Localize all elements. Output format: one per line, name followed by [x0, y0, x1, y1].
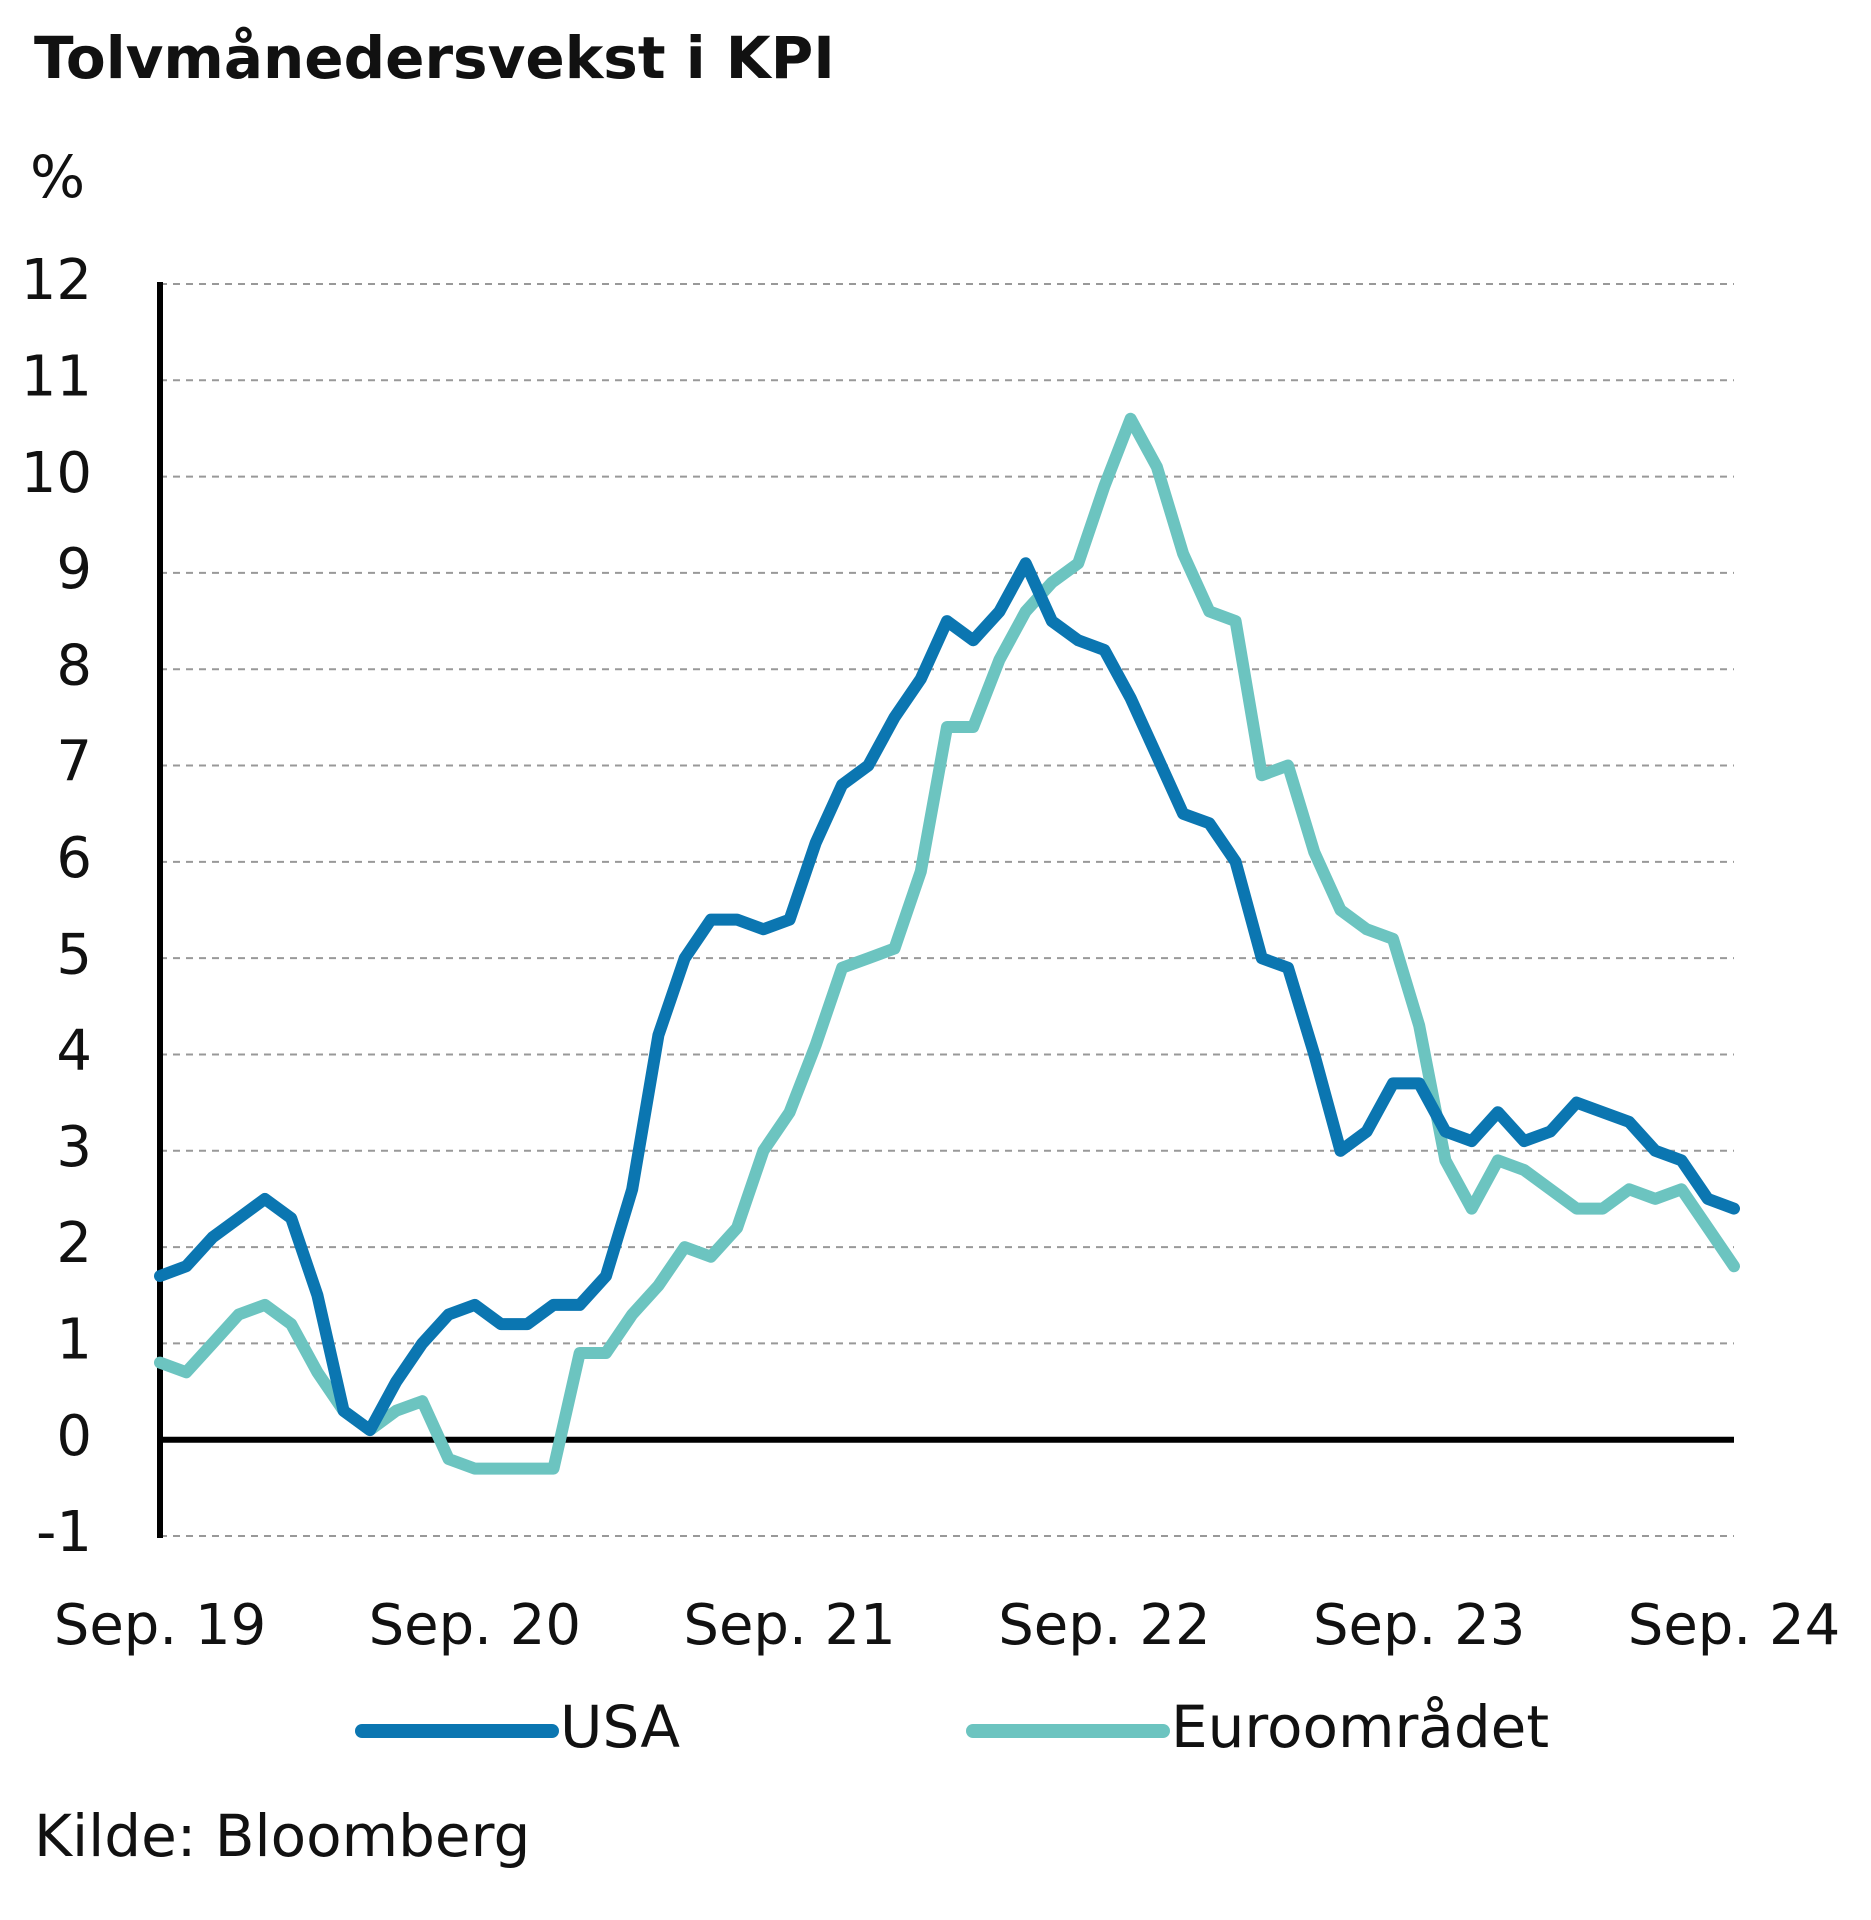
- x-tick-label: Sep. 23: [1313, 1593, 1525, 1658]
- y-tick-label: 6: [56, 826, 92, 891]
- series-line: [154, 557, 1740, 1437]
- y-tick-label: 7: [56, 730, 92, 795]
- source: Kilde: Bloomberg: [34, 1802, 530, 1870]
- x-tick-label: Sep. 24: [1628, 1593, 1840, 1658]
- y-tick-label: 9: [56, 537, 92, 602]
- series-line: [154, 412, 1740, 1475]
- y-tick-label: -1: [36, 1500, 92, 1565]
- y-tick-label: 2: [56, 1211, 92, 1276]
- legend-label: USA: [560, 1693, 680, 1761]
- y-tick-label: 10: [21, 441, 92, 506]
- y-tick-label: 1: [56, 1308, 92, 1373]
- y-tick-label: 4: [56, 1019, 92, 1084]
- x-tick-label: Sep. 21: [683, 1593, 895, 1658]
- x-tick-label: Sep. 20: [369, 1593, 581, 1658]
- chart-title: Tolvmånedersvekst i KPI: [34, 24, 835, 92]
- y-tick-label: 11: [21, 344, 92, 409]
- y-tick-label: 0: [56, 1404, 92, 1469]
- y-tick-label: 3: [56, 1115, 92, 1180]
- x-tick-label: Sep. 19: [54, 1593, 266, 1658]
- y-tick-label: 12: [21, 248, 92, 313]
- x-tick-label: Sep. 22: [998, 1593, 1210, 1658]
- y-tick-label: 8: [56, 633, 92, 698]
- legend-label: Euroområdet: [1171, 1693, 1549, 1761]
- y-axis-label: %: [30, 143, 85, 211]
- y-tick-label: 5: [56, 922, 92, 987]
